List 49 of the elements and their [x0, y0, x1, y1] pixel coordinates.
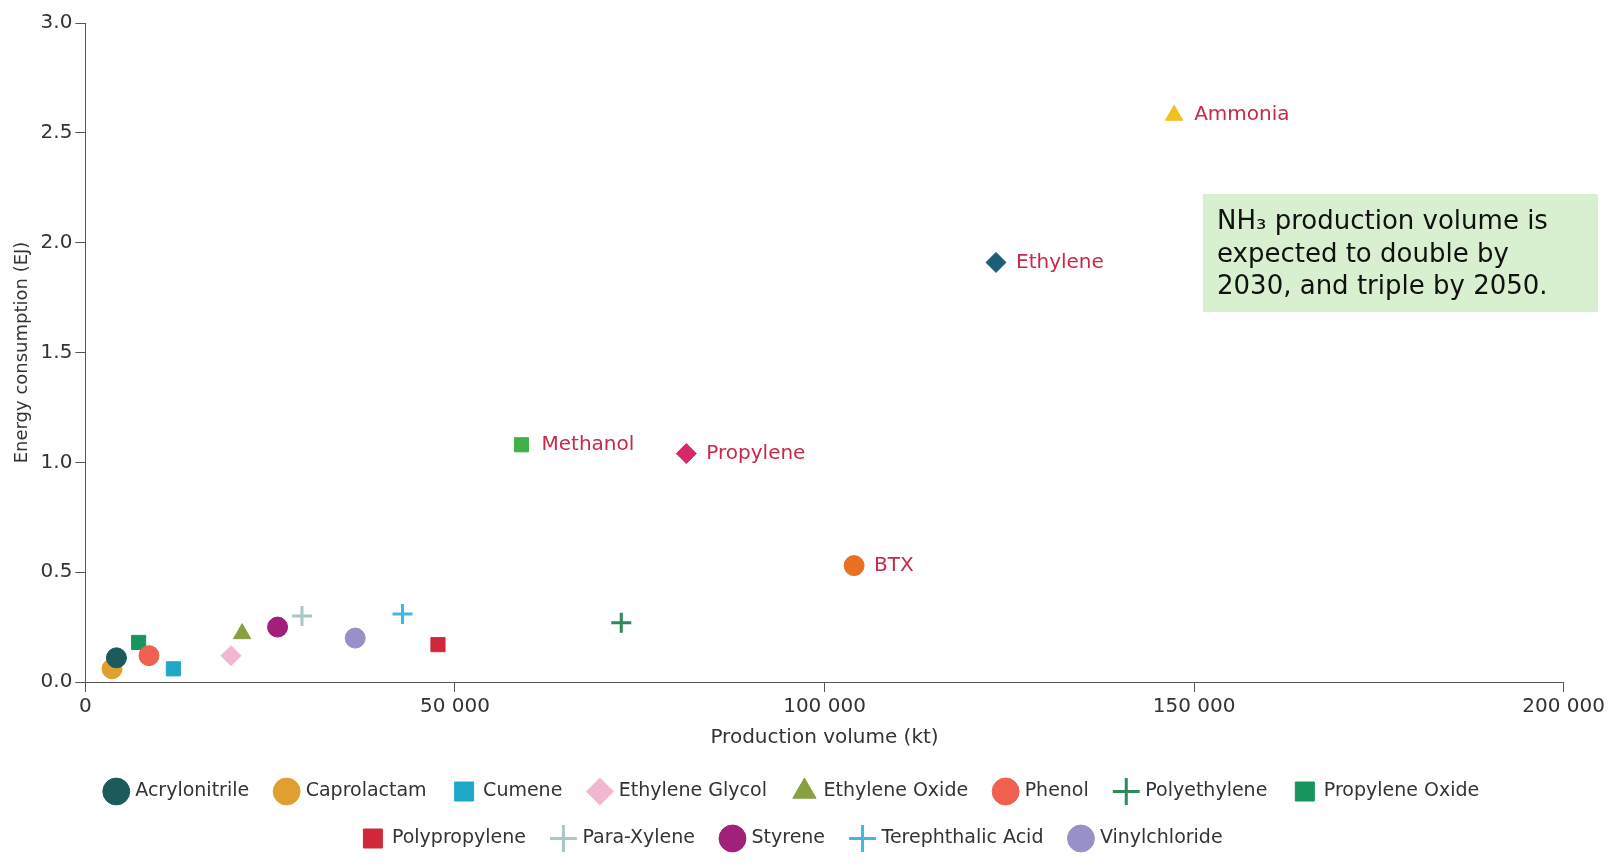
point [165, 661, 181, 677]
legend-label: Terephthalic Acid [880, 825, 1044, 848]
point [390, 602, 414, 626]
annotation: Propylene [706, 439, 806, 464]
y-tick-label: 2.0 [40, 228, 73, 253]
point [985, 251, 1007, 273]
point [267, 616, 289, 638]
point [430, 637, 446, 653]
legend-label: Ethylene Glycol [618, 778, 767, 801]
y-tick-label: 1.5 [40, 338, 73, 363]
legend-label: Cumene [483, 778, 563, 801]
x-tick-label: 50 000 [419, 693, 490, 718]
legend-label: Polyethylene [1145, 778, 1268, 801]
x-tick-label: 200 000 [1522, 693, 1606, 718]
point [843, 555, 865, 577]
x-tick-label: 0 [79, 693, 92, 718]
legend-label: Ethylene Oxide [823, 778, 969, 801]
y-tick-label: 0.5 [40, 558, 73, 583]
legend-label: Acrylonitrile [135, 778, 250, 801]
point [675, 443, 697, 465]
y-axis-title: Energy consumption (EJ) [10, 241, 32, 464]
y-tick-label: 1.0 [40, 448, 73, 473]
y-tick-label: 2.5 [40, 119, 73, 144]
point [609, 611, 633, 635]
legend-label: Styrene [751, 825, 826, 848]
point [220, 645, 242, 667]
x-tick-label: 100 000 [783, 693, 866, 718]
legend-label: Vinylchloride [1099, 825, 1223, 848]
point [344, 627, 366, 649]
x-tick-label: 150 000 [1152, 693, 1236, 718]
y-tick-label: 3.0 [40, 9, 73, 34]
y-tick-label: 0.0 [40, 668, 73, 693]
point [1164, 104, 1184, 121]
point [513, 437, 530, 453]
legend-label: Propylene Oxide [1323, 778, 1480, 801]
annotation: BTX [874, 551, 915, 576]
legend-label: Phenol [1024, 778, 1089, 801]
legend-label: Caprolactam [305, 778, 427, 801]
x-axis-title: Production volume (kt) [710, 724, 939, 749]
point [290, 604, 314, 628]
legend-label: Polypropylene [391, 825, 526, 848]
annotation: Ammonia [1194, 101, 1290, 126]
annotation: Methanol [541, 430, 635, 455]
point [138, 645, 160, 667]
legend-label: Para-Xylene [582, 825, 695, 848]
point [105, 647, 127, 669]
point [131, 634, 147, 651]
annotation: Ethylene [1016, 248, 1104, 273]
annotation: NH₃ production volume is expected to double by 2030, and triple by 2050. [1203, 194, 1598, 312]
